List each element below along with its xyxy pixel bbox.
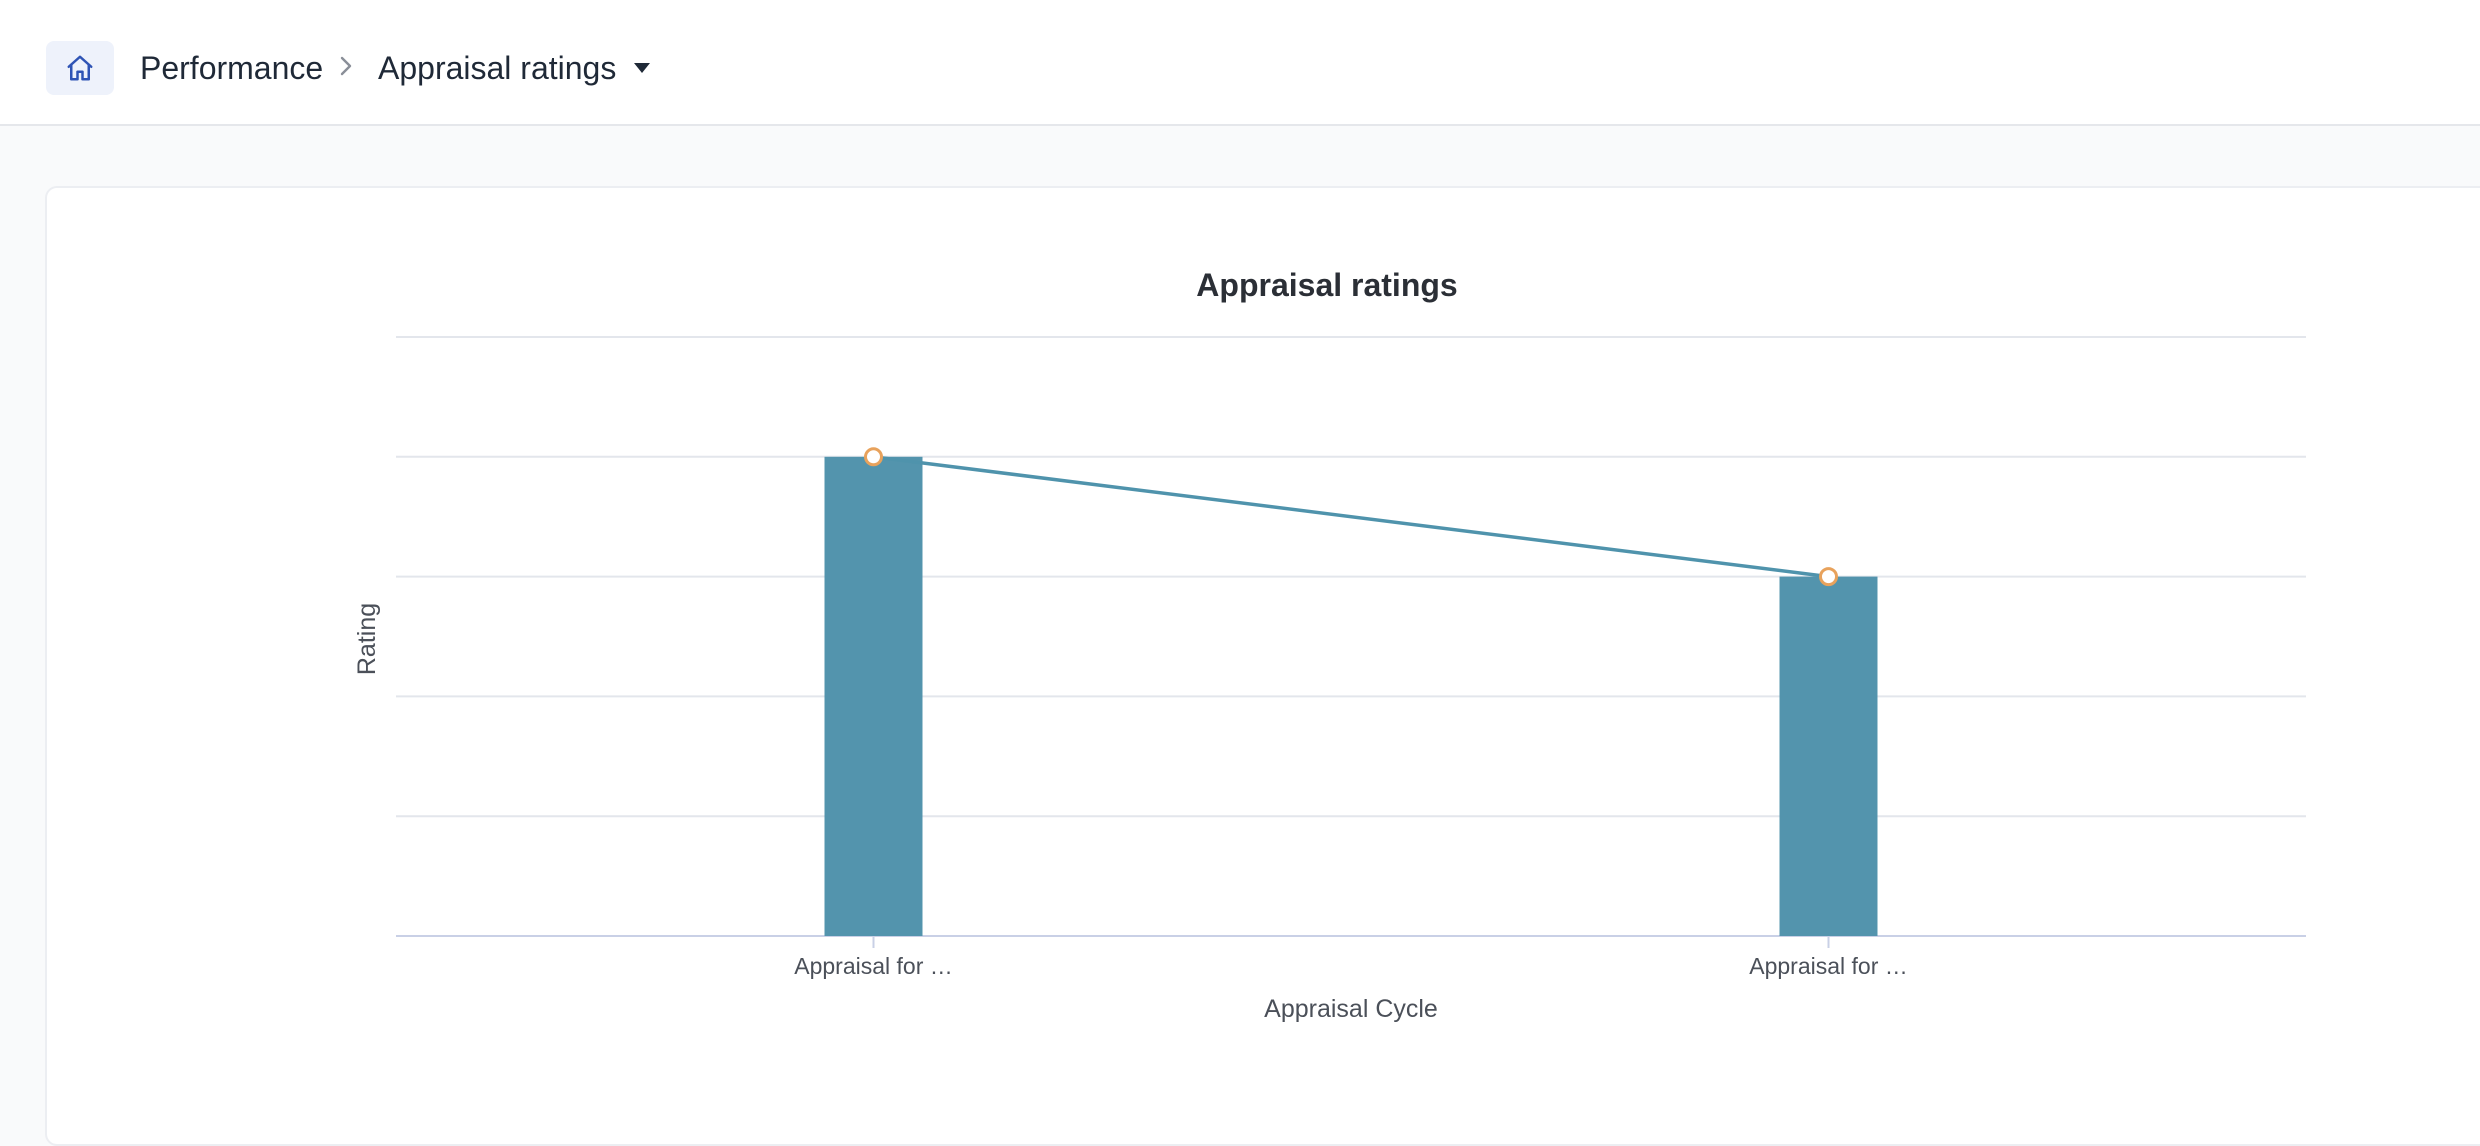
chevron-right-icon [340, 56, 352, 76]
top-bar: Performance Appraisal ratings [0, 0, 2480, 126]
caret-down-icon [634, 63, 651, 73]
chart-card: Appraisal for … Appraisal for … Appraisal… [45, 186, 2480, 1146]
line-point-marker [864, 447, 883, 467]
y-axis-label: Rating [353, 603, 381, 675]
bar [1779, 576, 1878, 936]
x-axis-label: Appraisal Cycle [1264, 995, 1438, 1023]
home-button[interactable] [46, 41, 114, 95]
appraisal-ratings-chart: Appraisal for … Appraisal for … Appraisal… [353, 267, 2306, 1023]
home-icon [67, 55, 93, 81]
x-tick-label: Appraisal for … [794, 953, 953, 979]
breadcrumb-performance[interactable]: Performance [140, 50, 324, 86]
bar [824, 456, 923, 936]
breadcrumb-appraisal-ratings-dropdown[interactable]: Appraisal ratings [378, 46, 652, 90]
x-tick-label: Appraisal for … [1749, 953, 1908, 979]
line-point-marker [1819, 567, 1838, 587]
chart-title: Appraisal ratings [1196, 267, 1457, 303]
breadcrumb-current-label: Appraisal ratings [378, 50, 617, 86]
trend-line [873, 455, 1829, 579]
